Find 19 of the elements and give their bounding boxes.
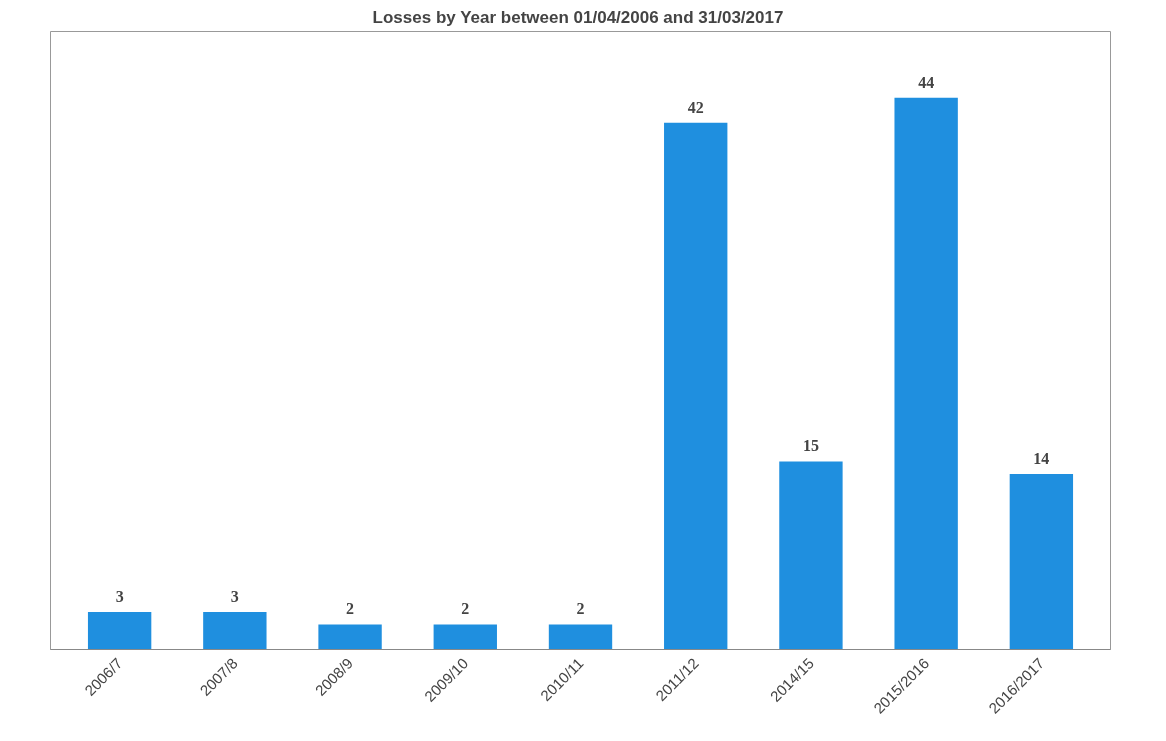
- data-label: 3: [230, 587, 239, 605]
- data-label: 44: [918, 73, 935, 91]
- data-label: 2: [461, 600, 470, 618]
- bar: [894, 97, 958, 650]
- bar: [318, 624, 382, 650]
- bar: [664, 122, 728, 650]
- chart-title: Losses by Year between 01/04/2006 and 31/03/2017: [372, 7, 784, 27]
- data-label: 2: [576, 600, 585, 618]
- data-label: 3: [115, 587, 124, 605]
- bar: [548, 624, 613, 650]
- bar: [433, 624, 497, 650]
- bar: [1009, 473, 1074, 650]
- data-label: 42: [687, 98, 704, 116]
- bar: [203, 611, 267, 650]
- bar: [87, 611, 152, 650]
- data-label: 15: [802, 437, 819, 455]
- bar: [779, 461, 843, 650]
- data-label: 2: [346, 600, 355, 618]
- data-label: 14: [1033, 449, 1050, 467]
